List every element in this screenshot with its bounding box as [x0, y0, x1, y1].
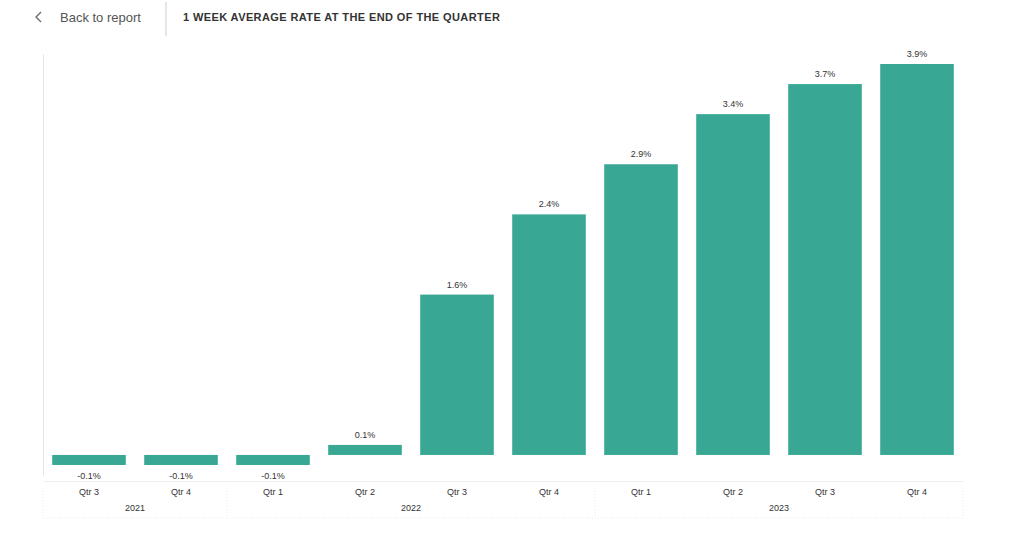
year-label: 2023 — [769, 503, 789, 513]
y-axis — [43, 55, 44, 476]
bar[interactable] — [328, 445, 402, 455]
bars — [52, 64, 954, 465]
bar[interactable] — [880, 64, 954, 455]
data-label: 1.6% — [447, 280, 468, 290]
data-label: 3.4% — [723, 99, 744, 109]
y-axis-line — [43, 55, 44, 476]
x-tick-label: Qtr 3 — [79, 487, 99, 497]
x-tick: Qtr 4 — [907, 481, 927, 497]
x-axis-line — [44, 481, 964, 482]
x-tick: Qtr 4 — [539, 481, 559, 497]
x-tick-label: Qtr 2 — [355, 487, 375, 497]
data-label: -0.1% — [77, 471, 101, 481]
bar[interactable] — [604, 164, 678, 455]
data-label: 3.7% — [815, 69, 836, 79]
data-label: 2.9% — [631, 149, 652, 159]
data-label: 3.9% — [907, 49, 928, 59]
chart-canvas: Back to report 1 WEEK AVERAGE RATE AT THE… — [0, 0, 1024, 536]
x-tick-label: Qtr 4 — [539, 487, 559, 497]
year-label: 2022 — [401, 503, 421, 513]
chart-title: 1 WEEK AVERAGE RATE AT THE END OF THE QU… — [183, 11, 500, 23]
header-separator — [166, 2, 167, 36]
x-tick: Qtr 1 — [263, 481, 283, 497]
group-baseline — [43, 518, 963, 519]
x-axis: Qtr 3 Qtr 4 Qtr 1 Qtr 2 Qtr 3 Qtr 4 Qtr 1 Qtr 2… — [44, 481, 964, 497]
group-separator — [595, 488, 596, 518]
data-label: -0.1% — [261, 471, 285, 481]
year-groups: 2021 2022 2023 — [43, 488, 963, 518]
x-tick: Qtr 2 — [355, 481, 375, 497]
x-tick: Qtr 4 — [171, 481, 191, 497]
x-tick: Qtr 3 — [79, 481, 99, 497]
x-tick: Qtr 1 — [631, 481, 651, 497]
bar[interactable] — [144, 455, 218, 465]
x-tick: Qtr 3 — [447, 481, 467, 497]
bar[interactable] — [788, 84, 862, 455]
bar[interactable] — [696, 114, 770, 455]
x-tick-label: Qtr 1 — [263, 487, 283, 497]
x-tick-label: Qtr 3 — [447, 487, 467, 497]
x-tick-label: Qtr 2 — [723, 487, 743, 497]
group-separator — [963, 488, 964, 518]
group-separator — [227, 488, 228, 518]
back-icon[interactable] — [36, 12, 41, 22]
year-label: 2021 — [125, 503, 145, 513]
x-tick-label: Qtr 3 — [815, 487, 835, 497]
x-tick: Qtr 2 — [723, 481, 743, 497]
group-separator — [43, 488, 44, 518]
data-label: -0.1% — [169, 471, 193, 481]
bar[interactable] — [52, 455, 126, 465]
x-tick: Qtr 3 — [815, 481, 835, 497]
x-tick-label: Qtr 4 — [171, 487, 191, 497]
bar[interactable] — [512, 214, 586, 455]
data-label: 2.4% — [539, 199, 560, 209]
x-tick-label: Qtr 4 — [907, 487, 927, 497]
back-link[interactable]: Back to report — [60, 10, 141, 25]
bar[interactable] — [236, 455, 310, 465]
data-labels: -0.1% -0.1% -0.1% 0.1% 1.6% 2.4% 2.9% 3.4% 3.7% 3… — [77, 49, 927, 481]
bar[interactable] — [420, 295, 494, 455]
x-tick-label: Qtr 1 — [631, 487, 651, 497]
data-label: 0.1% — [355, 430, 376, 440]
